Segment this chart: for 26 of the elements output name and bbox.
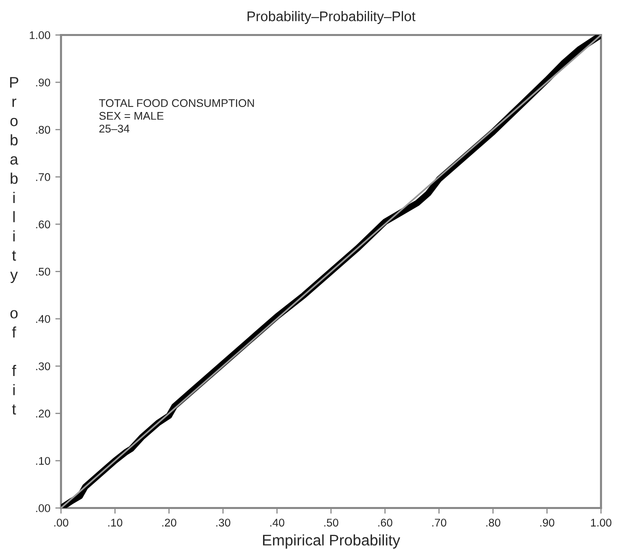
- x-tick-label: .30: [216, 518, 230, 527]
- x-tick-label: .80: [486, 518, 500, 527]
- y-tick-label: .70: [36, 173, 50, 182]
- y-tick-label: .90: [36, 78, 50, 86]
- x-tick-label: .90: [540, 518, 554, 527]
- x-tick-label: 1.00: [591, 518, 612, 527]
- x-axis-title: Empirical Probability: [263, 534, 400, 549]
- y-tick-label: .80: [36, 126, 50, 134]
- x-tick-label: .60: [378, 518, 392, 527]
- chart-title: Probability–Probability–Plot: [248, 11, 416, 24]
- x-tick-label: .40: [270, 518, 284, 527]
- annotation: TOTAL FOOD CONSUMPTION SEX = MALE 25–34: [99, 99, 254, 133]
- y-tick-label: .00: [36, 504, 50, 512]
- x-tick-label: .10: [108, 518, 122, 527]
- y-tick-label: .30: [36, 362, 50, 370]
- y-tick-label: .10: [36, 456, 50, 465]
- y-tick-label: .50: [36, 268, 50, 276]
- x-tick-label: .20: [162, 518, 176, 527]
- y-tick-label: .40: [36, 315, 50, 323]
- x-tick-label: .70: [432, 518, 446, 527]
- text: Probability of fit: [10, 77, 18, 415]
- x-tick-label: .00: [54, 518, 68, 527]
- y-tick-label: .60: [36, 220, 50, 228]
- x-tick-label: .50: [324, 518, 338, 527]
- y-tick-label: 1.00: [30, 31, 50, 40]
- y-tick-label: .20: [36, 410, 50, 418]
